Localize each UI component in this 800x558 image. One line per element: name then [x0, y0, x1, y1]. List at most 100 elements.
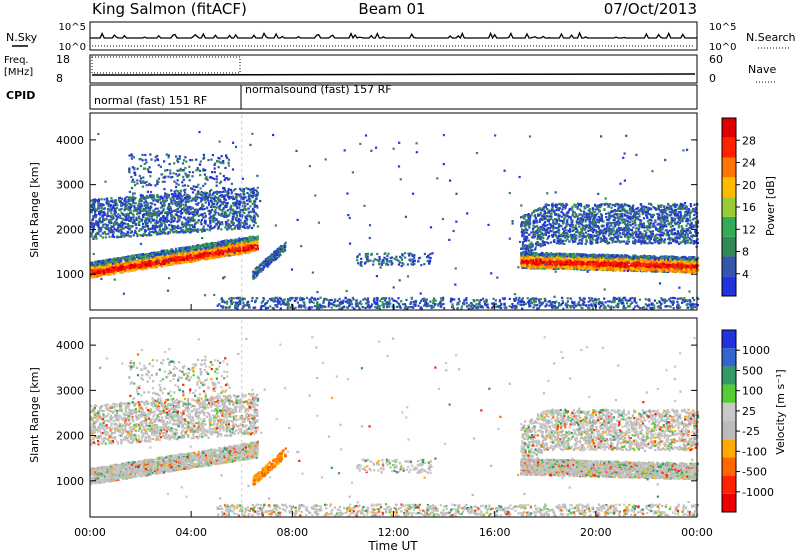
- power-pixel: [228, 245, 230, 247]
- power-pixel: [98, 219, 100, 221]
- power-pixel: [151, 195, 153, 197]
- power-pixel: [130, 200, 132, 202]
- power-pixel: [230, 205, 232, 207]
- power-pixel: [154, 222, 156, 224]
- power-pixel: [236, 196, 238, 198]
- power-pixel: [140, 158, 142, 160]
- power-pixel: [267, 263, 269, 265]
- power-pixel: [239, 246, 241, 248]
- power-pixel: [204, 183, 206, 185]
- power-pixel: [232, 216, 234, 218]
- power-pixel: [142, 154, 144, 156]
- power-pixel: [151, 263, 153, 265]
- power-pixel: [100, 227, 102, 229]
- power-heatmap: [90, 115, 699, 310]
- power-pixel: [195, 169, 197, 171]
- power-pixel: [188, 213, 190, 215]
- power-pixel: [217, 243, 219, 245]
- power-pixel: [133, 181, 135, 183]
- power-pixel: [237, 244, 239, 246]
- power-pixel: [210, 217, 212, 219]
- nsky-trace: [90, 33, 697, 38]
- power-pixel: [145, 230, 147, 232]
- power-pixel: [239, 253, 241, 255]
- power-pixel: [135, 227, 137, 229]
- power-pixel: [188, 210, 190, 212]
- power-pixel: [110, 212, 112, 214]
- power-pixel: [183, 179, 185, 181]
- power-pixel: [148, 234, 150, 236]
- power-pixel: [101, 198, 103, 200]
- power-pixel: [145, 181, 147, 183]
- power-pixel: [122, 228, 124, 230]
- power-pixel: [182, 204, 184, 206]
- power-pixel: [159, 227, 161, 229]
- power-pixel: [142, 186, 144, 188]
- power-pixel: [224, 179, 226, 181]
- power-pixel: [127, 224, 129, 226]
- power-pixel: [107, 204, 109, 206]
- power-pixel: [113, 210, 115, 212]
- power-pixel: [92, 201, 94, 203]
- power-pixel: [252, 273, 254, 275]
- power-pixel: [186, 261, 188, 263]
- power-pixel: [111, 259, 113, 261]
- power-pixel: [179, 155, 181, 157]
- power-pixel: [123, 235, 125, 237]
- power-pixel: [153, 214, 155, 216]
- power-pixel: [110, 200, 112, 202]
- power-pixel: [195, 208, 197, 210]
- power-pixel: [92, 275, 94, 277]
- power-pixel: [137, 266, 139, 268]
- power-pixel: [152, 254, 154, 256]
- power-pixel: [209, 244, 211, 246]
- power-pixel: [207, 254, 209, 256]
- power-pixel: [244, 239, 246, 241]
- power-pixel: [119, 272, 121, 274]
- power-pixel: [214, 206, 216, 208]
- power-pixel: [128, 228, 130, 230]
- power-pixel: [177, 217, 179, 219]
- power-pixel: [180, 203, 182, 205]
- power-pixel: [243, 237, 245, 239]
- power-pixel: [184, 189, 186, 191]
- power-pixel: [209, 222, 211, 224]
- power-pixel: [145, 159, 147, 161]
- power-pixel: [158, 264, 160, 266]
- power-pixel: [170, 208, 172, 210]
- power-pixel: [166, 219, 168, 221]
- power-pixel: [94, 214, 96, 216]
- power-pixel: [212, 154, 214, 156]
- power-pixel: [129, 258, 131, 260]
- power-pixel: [186, 228, 188, 230]
- power-pixel: [216, 160, 218, 162]
- power-pixel: [166, 215, 168, 217]
- power-pixel: [173, 254, 175, 256]
- power-pixel: [174, 201, 176, 203]
- power-pixel: [161, 265, 163, 267]
- power-pixel: [252, 238, 254, 240]
- power-pixel: [162, 181, 164, 183]
- power-pixel: [127, 266, 129, 268]
- power-pixel: [104, 231, 106, 233]
- power-pixel: [253, 224, 255, 226]
- power-pixel: [119, 267, 121, 269]
- power-pixel: [253, 192, 255, 194]
- power-pixel: [202, 185, 204, 187]
- power-pixel: [220, 181, 222, 183]
- power-pixel: [216, 193, 218, 195]
- power-pixel: [180, 216, 182, 218]
- power-pixel: [101, 266, 103, 268]
- power-pixel: [237, 250, 239, 252]
- power-pixel: [97, 224, 99, 226]
- power-pixel: [250, 211, 252, 213]
- power-pixel: [208, 204, 210, 206]
- power-pixel: [180, 190, 182, 192]
- power-pixel: [260, 267, 262, 269]
- power-pixel: [160, 212, 162, 214]
- power-pixel: [131, 231, 133, 233]
- cpid-mode-1: normal (fast) 151 RF: [94, 94, 207, 107]
- power-pixel: [219, 251, 221, 253]
- power-pixel: [209, 247, 211, 249]
